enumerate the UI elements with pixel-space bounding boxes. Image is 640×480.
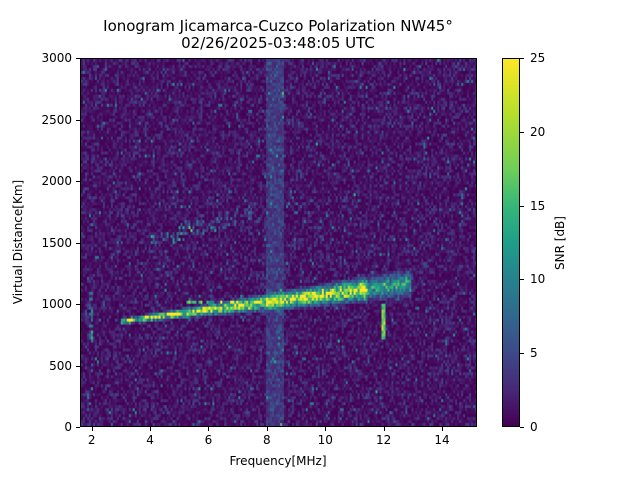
chart-subtitle: 02/26/2025-03:48:05 UTC — [181, 34, 375, 52]
x-tick-mark — [383, 427, 385, 431]
x-tick-label: 10 — [317, 433, 333, 447]
y-tick-label: 0 — [64, 420, 72, 434]
x-tick-label: 14 — [434, 433, 450, 447]
x-tick-label: 4 — [146, 433, 154, 447]
colorbar-tick-label: 0 — [530, 420, 538, 434]
x-tick-label: 2 — [87, 433, 96, 447]
ionogram-plot-area — [80, 58, 477, 427]
y-tick-mark — [76, 242, 80, 244]
colorbar-tick-mark — [520, 279, 524, 281]
x-tick-mark — [208, 427, 210, 431]
colorbar-tick-mark — [520, 131, 524, 133]
y-tick-label: 500 — [49, 358, 72, 373]
y-axis-label: Virtual Distance[Km] — [11, 179, 25, 305]
y-tick-label: 3000 — [41, 51, 72, 65]
y-tick-mark — [76, 427, 80, 428]
colorbar-tick-label: 20 — [530, 124, 546, 139]
x-tick-mark — [325, 427, 327, 431]
x-tick-mark — [441, 427, 443, 431]
x-tick-mark — [266, 427, 268, 431]
colorbar — [502, 58, 520, 427]
colorbar-label: SNR [dB] — [553, 216, 567, 270]
y-tick-mark — [76, 58, 80, 59]
x-tick-label: 6 — [204, 433, 213, 447]
y-tick-mark — [76, 304, 80, 305]
x-tick-label: 12 — [375, 433, 392, 447]
x-tick-mark — [150, 427, 152, 431]
colorbar-tick-label: 15 — [530, 198, 546, 213]
colorbar-tick-label: 10 — [530, 272, 546, 287]
y-tick-label: 2500 — [41, 112, 72, 127]
y-tick-mark — [76, 365, 80, 367]
colorbar-tick-label: 25 — [530, 51, 546, 65]
colorbar-tick-mark — [520, 353, 524, 355]
y-tick-mark — [76, 119, 80, 121]
x-tick-label: 8 — [262, 433, 271, 447]
y-tick-mark — [76, 181, 80, 182]
colorbar-tick-mark — [520, 58, 524, 59]
y-tick-label: 1500 — [41, 235, 72, 250]
y-tick-label: 2000 — [41, 174, 72, 188]
y-tick-label: 1000 — [41, 297, 72, 311]
ionogram-heatmap — [81, 59, 476, 426]
chart-title: Ionogram Jicamarca-Cuzco Polarization NW… — [103, 17, 453, 35]
colorbar-tick-label: 5 — [530, 346, 538, 361]
colorbar-tick-mark — [520, 205, 524, 207]
x-tick-mark — [91, 427, 93, 431]
colorbar-tick-mark — [520, 427, 524, 428]
x-axis-label: Frequency[MHz] — [229, 454, 327, 468]
